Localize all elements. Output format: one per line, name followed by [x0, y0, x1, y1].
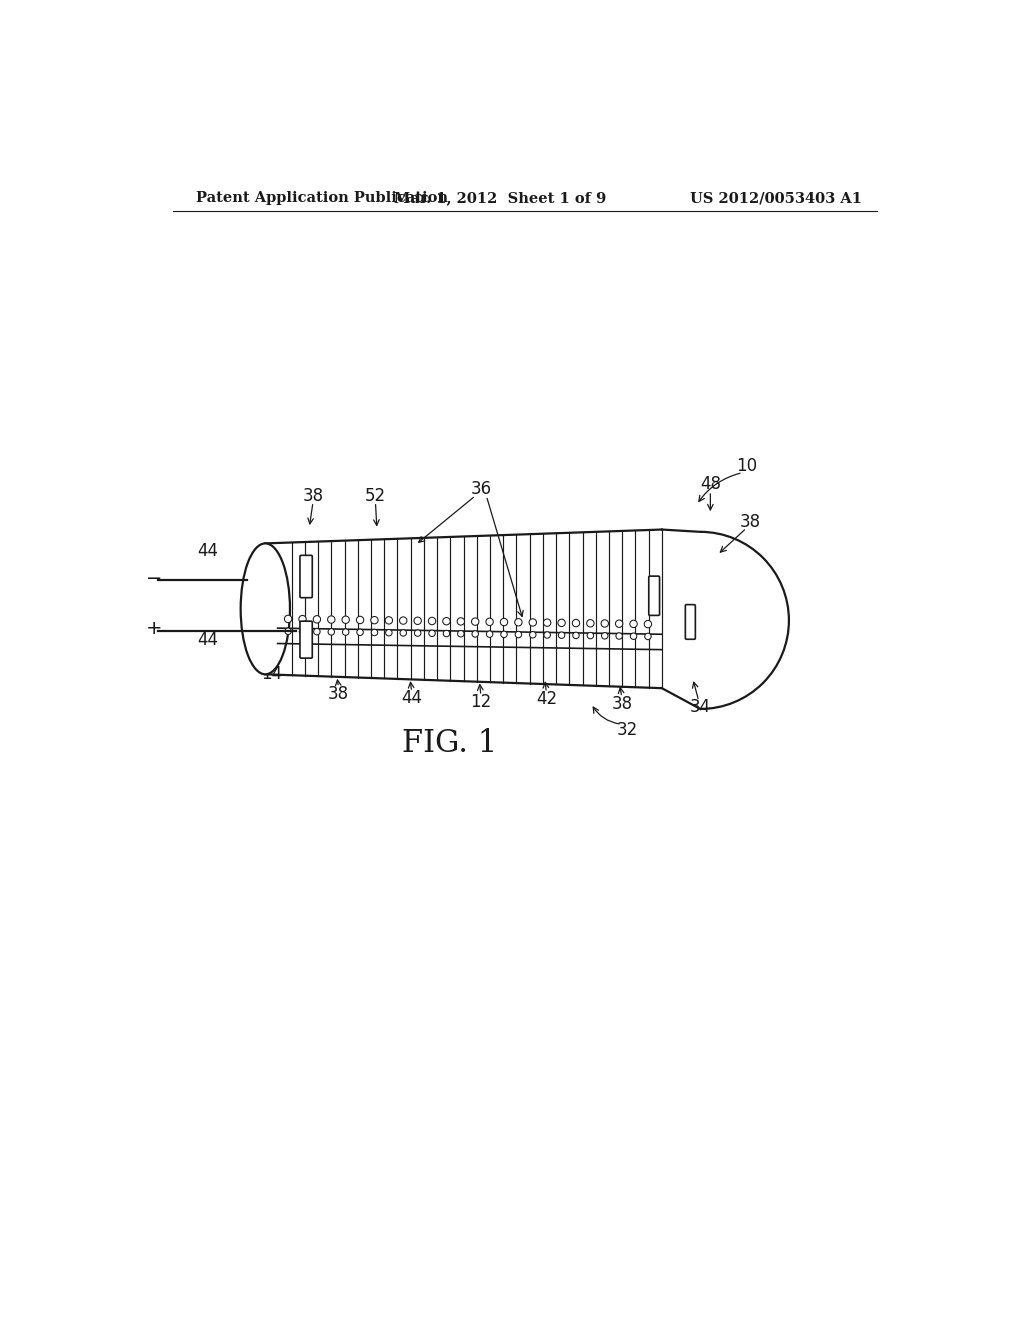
Text: 52: 52 [365, 487, 386, 504]
Text: 34: 34 [690, 698, 711, 717]
Circle shape [356, 616, 364, 623]
Ellipse shape [241, 544, 290, 675]
Text: 38: 38 [740, 513, 761, 531]
Circle shape [299, 628, 306, 635]
Circle shape [587, 632, 594, 639]
Circle shape [558, 632, 565, 639]
Circle shape [515, 631, 521, 638]
Circle shape [572, 619, 580, 627]
Circle shape [544, 632, 551, 638]
Circle shape [615, 632, 623, 639]
Text: Mar. 1, 2012  Sheet 1 of 9: Mar. 1, 2012 Sheet 1 of 9 [394, 191, 606, 206]
Circle shape [572, 632, 580, 639]
FancyArrowPatch shape [698, 474, 740, 502]
Circle shape [342, 628, 349, 635]
Text: 48: 48 [699, 475, 721, 494]
Circle shape [544, 619, 551, 627]
Text: 44: 44 [197, 631, 218, 649]
Circle shape [429, 630, 435, 636]
Text: 14: 14 [261, 665, 282, 684]
Text: 42: 42 [536, 690, 557, 708]
Circle shape [299, 615, 306, 623]
Text: 44: 44 [197, 543, 218, 560]
Text: 38: 38 [302, 487, 324, 504]
Text: 44: 44 [401, 689, 422, 708]
Circle shape [372, 630, 378, 636]
Circle shape [414, 616, 421, 624]
Circle shape [385, 616, 392, 624]
Circle shape [486, 618, 494, 626]
Circle shape [515, 619, 522, 626]
Circle shape [529, 619, 537, 626]
Circle shape [458, 631, 464, 638]
Text: 32: 32 [616, 721, 638, 739]
Text: US 2012/0053403 A1: US 2012/0053403 A1 [690, 191, 862, 206]
FancyBboxPatch shape [300, 556, 312, 598]
FancyBboxPatch shape [649, 576, 659, 615]
FancyArrowPatch shape [593, 708, 620, 723]
Text: Patent Application Publication: Patent Application Publication [196, 191, 449, 206]
Text: 36: 36 [470, 480, 492, 499]
Circle shape [630, 620, 637, 627]
Circle shape [529, 631, 536, 638]
Circle shape [415, 630, 421, 636]
Circle shape [313, 628, 321, 635]
Text: +: + [145, 619, 162, 639]
Text: 38: 38 [328, 685, 349, 702]
Circle shape [313, 615, 321, 623]
Text: −: − [145, 569, 162, 587]
Circle shape [399, 616, 407, 624]
Circle shape [285, 615, 292, 623]
Circle shape [428, 618, 436, 624]
Circle shape [645, 634, 651, 640]
Text: 12: 12 [470, 693, 492, 711]
Circle shape [501, 631, 507, 638]
Circle shape [587, 619, 594, 627]
Circle shape [471, 618, 479, 626]
Circle shape [342, 616, 349, 623]
Circle shape [615, 620, 623, 627]
Circle shape [601, 620, 608, 627]
Circle shape [558, 619, 565, 627]
Circle shape [442, 618, 451, 624]
Circle shape [644, 620, 651, 628]
Circle shape [631, 634, 637, 639]
FancyBboxPatch shape [685, 605, 695, 639]
Circle shape [472, 631, 478, 638]
Circle shape [601, 632, 608, 639]
Circle shape [328, 616, 335, 623]
Text: 10: 10 [736, 458, 757, 475]
Circle shape [443, 630, 450, 636]
Circle shape [486, 631, 493, 638]
FancyBboxPatch shape [300, 622, 312, 659]
Circle shape [400, 630, 407, 636]
Circle shape [356, 630, 364, 635]
Circle shape [371, 616, 378, 624]
Text: FIG. 1: FIG. 1 [402, 729, 498, 759]
Text: 38: 38 [611, 694, 633, 713]
Circle shape [285, 628, 292, 635]
Circle shape [457, 618, 465, 626]
Circle shape [501, 618, 508, 626]
Circle shape [386, 630, 392, 636]
Circle shape [328, 628, 335, 635]
